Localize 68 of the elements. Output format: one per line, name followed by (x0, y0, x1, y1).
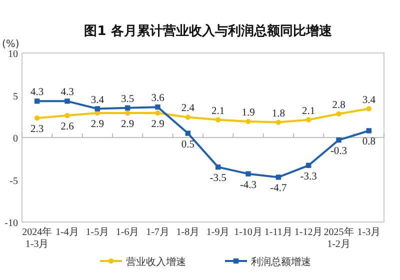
x-tick-label: 1-3月 (357, 227, 381, 238)
data-label: -3.5 (210, 173, 226, 184)
data-label: 4.3 (30, 87, 44, 98)
x-tick-label: 1-9月 (206, 227, 230, 238)
x-tick-label: 1-10月 (234, 227, 262, 238)
point (306, 162, 312, 168)
x-tick-label: 1-5月 (86, 227, 110, 238)
point (155, 110, 160, 116)
data-label: 3.4 (362, 94, 376, 106)
data-label: 2.8 (332, 100, 346, 111)
point (366, 106, 372, 112)
point (366, 128, 372, 134)
data-label: 4.3 (60, 87, 74, 98)
point (64, 98, 70, 104)
point (246, 118, 251, 124)
point (64, 112, 70, 118)
data-label: 0.5 (181, 139, 194, 150)
point (246, 171, 251, 176)
point (185, 114, 191, 120)
y-tick-label: -5 (10, 176, 18, 187)
data-label: -4.3 (240, 180, 257, 191)
point (185, 130, 191, 136)
point (155, 104, 160, 110)
data-label: 3.6 (151, 93, 164, 104)
y-tick-label: 0 (13, 134, 18, 144)
data-label: 2.3 (30, 124, 44, 136)
point (215, 164, 221, 170)
x-tick-label: 1-6月 (116, 227, 140, 238)
data-label: 3.4 (90, 94, 105, 106)
point (336, 111, 342, 116)
point (124, 105, 130, 111)
data-label: -4.7 (270, 183, 287, 194)
data-label: 2.6 (60, 122, 74, 133)
data-label: 2.1 (302, 106, 316, 117)
x-tick-label: 2024年 1-3月 (22, 226, 52, 250)
data-label: 3.5 (121, 94, 134, 105)
point (124, 110, 130, 116)
point (276, 120, 282, 125)
legend-label: 营业收入增速 (126, 256, 186, 268)
data-label: 1.8 (272, 108, 285, 120)
point (94, 106, 100, 112)
data-label: 2.9 (90, 118, 104, 130)
point (215, 117, 221, 122)
x-tick-label: 1-7月 (146, 227, 170, 238)
point (306, 117, 312, 122)
x-tick-label: 1-8月 (176, 227, 200, 238)
data-label: 1.9 (242, 107, 255, 118)
y-tick-label: 5 (13, 91, 18, 102)
y-tick-label: 10 (8, 49, 18, 60)
x-tick-label: 2025年 1-2月 (324, 226, 354, 250)
x-tick-label: 1-11月 (264, 227, 292, 238)
legend-label: 利润总额增速 (251, 256, 311, 268)
data-label: 2.4 (181, 103, 196, 114)
data-label: 0.8 (362, 136, 376, 148)
data-label: 2.9 (151, 118, 164, 130)
point (34, 98, 40, 104)
x-tick-label: 1-4月 (56, 227, 79, 238)
point (336, 137, 342, 143)
data-label: 2.9 (121, 118, 134, 130)
data-label: 2.1 (212, 106, 225, 117)
chart-title: 图1 各月累计营业收入与利润总额同比增速 (84, 23, 333, 39)
data-label: -3.3 (300, 171, 317, 182)
y-axis-title: (%) (2, 39, 20, 50)
data-label: -0.3 (330, 146, 348, 158)
point (34, 115, 40, 121)
y-tick-label: -10 (4, 218, 18, 229)
x-tick-label: 1-12月 (294, 227, 323, 238)
point (276, 174, 282, 180)
